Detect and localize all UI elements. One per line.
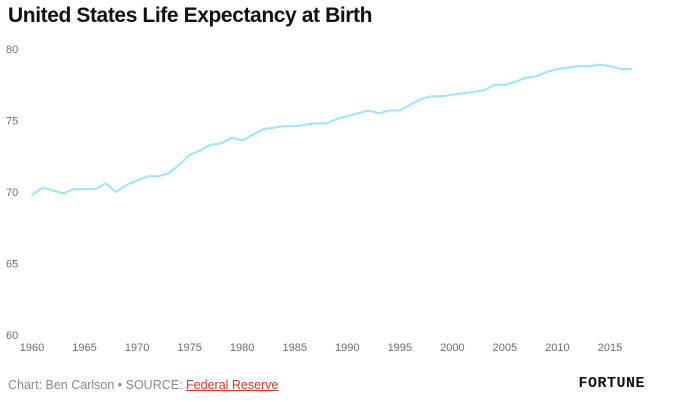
data-point [451, 93, 454, 96]
data-point [630, 68, 632, 70]
data-point [62, 192, 65, 195]
x-tick-label: 1985 [282, 342, 306, 354]
data-point [545, 70, 548, 73]
x-tick-label: 2000 [440, 342, 464, 354]
data-point [430, 95, 433, 98]
credit-text: Chart: Ben Carlson • SOURCE: [8, 378, 187, 392]
source-link[interactable]: Federal Reserve [186, 378, 279, 392]
data-point [388, 109, 391, 112]
data-point [31, 193, 33, 196]
data-point [94, 188, 97, 191]
data-point [83, 188, 86, 191]
data-point [503, 83, 506, 86]
data-point [293, 125, 296, 128]
data-point [325, 122, 328, 125]
data-point [609, 65, 611, 68]
data-points [31, 63, 632, 196]
data-point [178, 163, 181, 166]
series-line [31, 63, 632, 196]
data-point [598, 63, 601, 66]
data-point [104, 182, 107, 185]
data-point [493, 83, 496, 86]
data-point [304, 123, 307, 126]
data-point [230, 136, 233, 139]
data-point [251, 133, 254, 136]
footer-credit: Chart: Ben Carlson • SOURCE: Federal Res… [8, 378, 278, 392]
data-point [52, 189, 54, 192]
data-point [566, 66, 569, 69]
y-tick-label: 60 [6, 330, 18, 342]
data-point [472, 90, 475, 93]
x-tick-label: 1990 [335, 342, 359, 354]
data-point [115, 191, 118, 193]
data-point [535, 75, 538, 78]
data-point [409, 103, 412, 106]
x-tick-label: 1980 [230, 342, 254, 354]
x-tick-label: 1960 [20, 342, 44, 354]
x-axis: 1960 1965 1970 1975 1980 1985 1990 1995 2000 2005… [20, 342, 622, 354]
data-point [482, 89, 485, 92]
data-point [588, 65, 590, 68]
data-point [157, 175, 160, 178]
x-tick-label: 2005 [493, 342, 517, 354]
data-point [556, 68, 559, 70]
data-point [209, 143, 212, 146]
y-tick-label: 80 [6, 44, 18, 56]
data-point [346, 115, 349, 118]
x-tick-label: 1965 [72, 342, 96, 354]
data-point [188, 153, 191, 156]
data-point [440, 95, 443, 98]
data-point [524, 76, 527, 79]
data-point [220, 142, 223, 145]
data-point [377, 112, 380, 115]
y-axis: 60 65 70 75 80 [6, 44, 18, 342]
x-tick-label: 2015 [598, 342, 622, 354]
data-point [125, 183, 128, 186]
data-point [136, 179, 139, 182]
x-tick-label: 2010 [545, 342, 569, 354]
data-point [241, 139, 244, 142]
data-point [461, 92, 464, 95]
data-point [199, 149, 202, 152]
data-point [41, 186, 44, 189]
chart-title: United States Life Expectancy at Birth [8, 4, 373, 27]
data-point [262, 128, 265, 131]
data-point [577, 65, 580, 68]
data-point [272, 126, 275, 129]
data-point [398, 109, 401, 112]
data-point [619, 68, 622, 70]
x-tick-label: 1995 [388, 342, 412, 354]
data-point [356, 112, 359, 115]
x-tick-label: 1970 [125, 342, 149, 354]
y-tick-label: 70 [6, 187, 18, 199]
y-tick-label: 65 [6, 259, 18, 271]
fortune-logo: FORTUNE [578, 375, 645, 392]
data-point [146, 175, 149, 178]
x-tick-label: 1975 [177, 342, 201, 354]
data-point [514, 80, 517, 83]
data-point [314, 122, 317, 125]
data-point [335, 118, 338, 121]
data-point [73, 188, 75, 191]
y-tick-label: 75 [6, 116, 18, 128]
data-point [367, 109, 370, 112]
data-point [419, 98, 422, 101]
data-point [167, 172, 170, 175]
data-point [283, 125, 286, 128]
